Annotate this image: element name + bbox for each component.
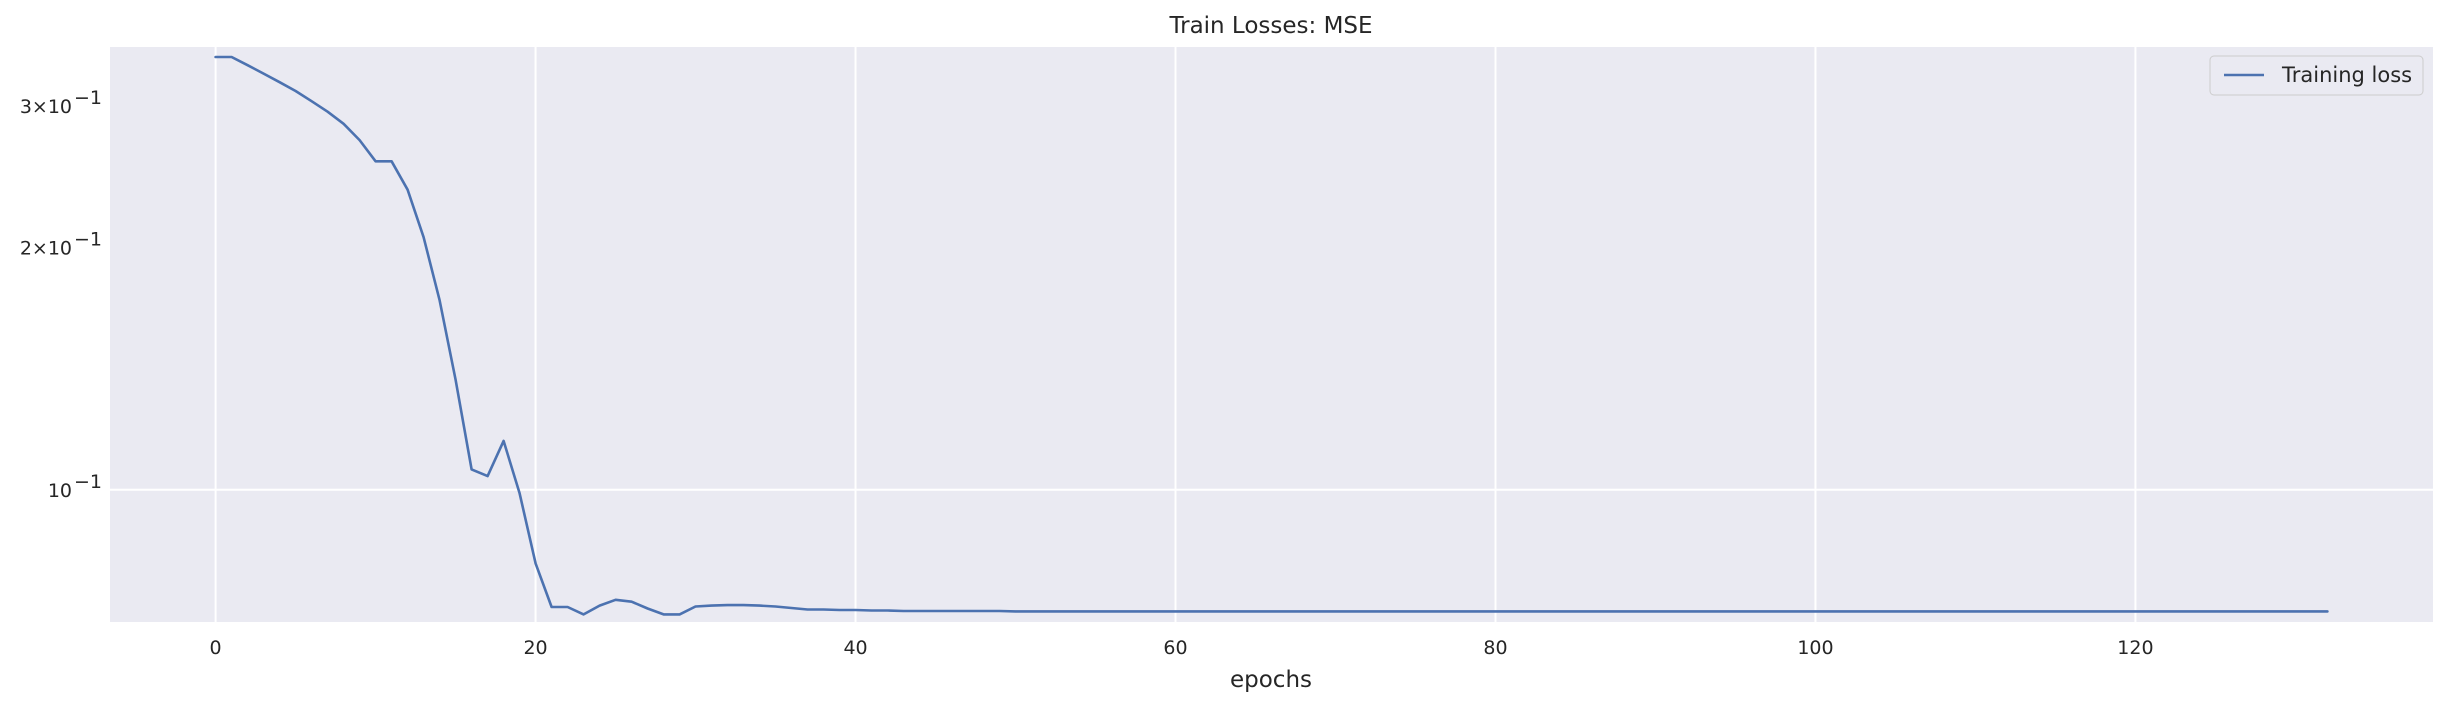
legend-box — [2209, 55, 2424, 96]
legend-label-training-loss: Training loss — [2281, 63, 2412, 87]
legend: Training loss — [2209, 55, 2424, 96]
chart-title: Train Losses: MSE — [1168, 13, 1372, 39]
plot-area — [110, 47, 2433, 622]
y-tick-label: 10 — [48, 480, 72, 502]
x-tick-label: 60 — [1163, 637, 1187, 659]
x-tick-label: 20 — [523, 637, 547, 659]
series-layer — [214, 55, 2329, 616]
grid — [110, 47, 2433, 622]
y-tick-label: 3×10 — [20, 96, 72, 118]
y-axis-ticks: 3×10 −12×10 −110 −1 — [20, 87, 102, 502]
y-tick-exponent: −1 — [74, 87, 102, 109]
y-tick-label: 2×10 — [20, 238, 72, 260]
x-axis-label: epochs — [1230, 667, 1312, 693]
series-line-training-loss — [214, 55, 2329, 616]
y-tick-exponent: −1 — [74, 229, 102, 251]
x-tick-label: 80 — [1483, 637, 1507, 659]
x-tick-label: 40 — [843, 637, 867, 659]
x-axis-ticks: 0 20 40 60 80 100 120 — [210, 637, 2154, 659]
y-tick-exponent: −1 — [74, 471, 102, 493]
x-tick-label: 0 — [210, 637, 222, 659]
x-tick-label: 120 — [2117, 637, 2153, 659]
x-tick-label: 100 — [1797, 637, 1833, 659]
